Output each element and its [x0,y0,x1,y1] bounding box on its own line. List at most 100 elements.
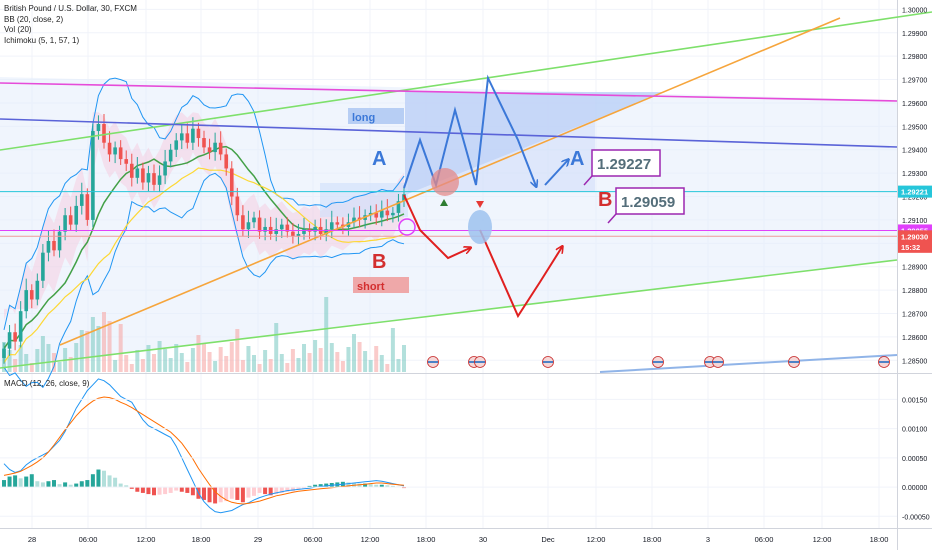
label-a-left: A [372,148,386,170]
time-axis[interactable]: 28 06:00 12:00 18:00 29 06:00 12:00 18:00 30 Dec 1… [28,535,889,544]
macd-histogram-bar [346,482,351,488]
blue-short-arrow [544,160,568,186]
volume-bar [329,343,334,372]
candle-body [29,290,34,300]
volume-bar [313,340,318,372]
candle-body [324,229,329,234]
callout-text-2: 1.29059 [621,194,675,211]
candle-body [241,215,245,230]
macd-histogram-bar [124,485,129,488]
volume-bar [113,360,118,372]
candle-body [202,138,206,148]
time-tick-label: 29 [254,535,262,544]
macd-histogram-bar [168,487,173,493]
macd-histogram-bar [202,487,206,500]
macd-histogram-bar [190,487,195,496]
volume-bar [185,362,190,372]
macd-histogram-bar [18,478,23,488]
bb-lower [3,172,405,389]
label-a-right: A [570,148,584,170]
macd-histogram-bar [35,481,40,488]
volume-bar [318,348,323,372]
volume-bar [296,358,301,372]
volume-bar [18,345,23,372]
candle-body [118,147,123,160]
candle-body [18,311,23,342]
candle-body [146,173,151,183]
candle-body [274,229,279,234]
time-tick-label: 3 [706,535,710,544]
volume-bar [157,341,162,372]
candle-body [13,332,17,342]
volume-bar [7,350,12,372]
short-label: short [357,281,385,293]
macd-histogram-bar [52,480,56,488]
red-down-triangle [476,201,484,208]
macd-legend[interactable]: MACD (12, 26, close, 9) [4,379,90,388]
volume-bars [2,297,406,372]
volume-bar [118,324,123,372]
macd-histogram-bar [157,487,162,495]
volume-bar [102,312,106,372]
price-tick-label: 1.29200 [902,195,927,202]
macd-histogram-bar [40,482,45,488]
time-tick-label: Dec [541,535,555,544]
volume-bar [124,355,129,372]
trendline-magenta [0,82,898,102]
macd-tick-label: 0.00100 [902,427,927,434]
macd-histogram-bar [357,483,362,488]
indicator-vol[interactable]: Vol (20) [4,25,32,34]
macd-histogram-bar [68,484,73,488]
candle-body [302,229,306,234]
candle-body [391,212,395,216]
volume-bar [390,328,395,372]
candle-body [296,233,301,237]
volume-bar [263,350,268,372]
macd-histogram-bar [135,487,140,492]
macd-histogram-bar [218,487,223,503]
candle-body [402,194,406,202]
candle-body [329,222,334,230]
economic-event-flag-icon [474,356,486,368]
ichimoku-cloud [4,112,404,321]
volume-bar [146,345,151,372]
time-tick-label: 12:00 [813,535,832,544]
economic-event-flag-icon [427,356,439,368]
economic-event-flag-icon [542,356,554,368]
volume-bar [57,362,62,372]
volume-bar [74,343,79,372]
price-axis[interactable]: 1.30000 1.29900 1.29800 1.29700 1.29600 1.295… [898,7,932,365]
macd-histogram-bar [318,484,323,488]
candle-body [313,226,317,232]
macd-histogram-bar [257,487,262,493]
volume-bar [46,344,51,372]
macd-histogram-bar [385,485,390,488]
economic-event-icons[interactable] [427,356,890,368]
indicator-ichimoku[interactable]: Ichimoku (5, 1, 57, 1) [4,35,80,45]
candle-body [141,168,145,183]
macd-tick-label: 0.00050 [902,456,927,463]
macd-histogram-bar [313,484,318,488]
symbol-title[interactable]: British Pound / U.S. Dollar, 30, FXCM [4,4,137,13]
volume-bar [29,363,34,372]
candle-body [57,231,62,251]
price-tick-label: 1.29300 [902,171,927,178]
candle-body [168,149,173,162]
macd-histogram-bar [363,483,368,488]
macd-line [3,378,405,514]
candle-body [196,128,201,139]
callout-box-2 [615,187,685,215]
candle-body [163,161,167,176]
macd-tick-label: -0.00050 [902,514,930,521]
macd-axis[interactable]: 0.00150 0.00100 0.00050 0.00000 -0.00050 [902,397,930,521]
volume-bar [163,349,168,372]
candle-body [113,147,117,155]
label-b-left: B [372,251,386,273]
macd-histogram-bar [368,484,373,488]
indicator-bb[interactable]: BB (20, close, 2) [4,14,64,24]
candle-body [285,224,290,232]
macd-histogram-bar [296,487,301,490]
trendline-green-lower [0,259,898,369]
candle-body [185,133,190,143]
